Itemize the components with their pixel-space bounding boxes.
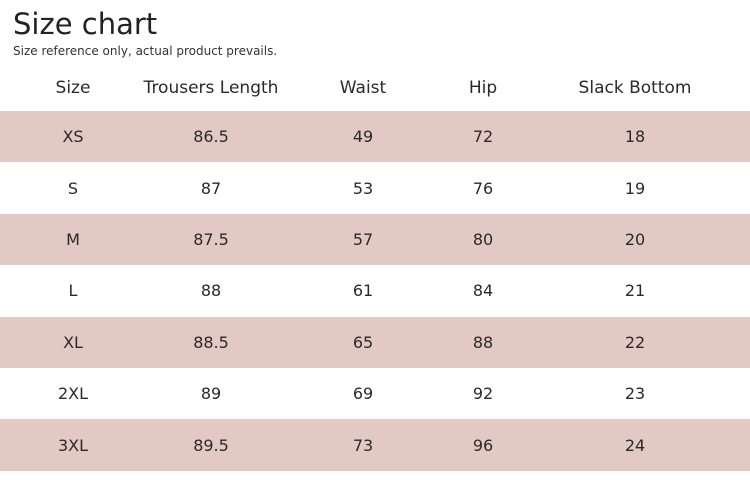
table-row: M 87.5 57 80 20: [0, 213, 750, 266]
size-cell: XS: [62, 127, 84, 147]
measure-cell: 87: [200, 178, 222, 198]
measure-cell: 18: [624, 127, 646, 147]
size-cell: S: [67, 178, 79, 198]
measure-cell: 57: [352, 229, 374, 249]
measure-cell: 80: [472, 229, 494, 249]
title: Size chart: [13, 7, 158, 41]
header-row: Size Trousers Length Waist Hip Slack Bottom: [0, 64, 750, 111]
measure-cell: 21: [624, 281, 646, 301]
size-cell: XL: [63, 332, 83, 352]
measure-cell: 24: [624, 435, 646, 455]
measure-cell: 22: [624, 332, 646, 352]
table-row: L 88 61 84 21: [0, 265, 750, 316]
size-cell: 2XL: [57, 384, 89, 404]
measure-cell: 72: [472, 127, 494, 147]
table-row: XL 88.5 65 88 22: [0, 316, 750, 368]
table-row: 3XL 89.5 73 96 24: [0, 419, 750, 471]
measure-cell: 61: [352, 281, 374, 301]
measure-cell: 65: [352, 332, 374, 352]
column-header: Waist: [339, 77, 387, 98]
measure-cell: 96: [472, 435, 494, 455]
measure-cell: 86.5: [193, 127, 229, 147]
measure-cell: 88: [472, 332, 494, 352]
column-header: Hip: [468, 77, 498, 98]
measure-cell: 53: [352, 178, 374, 198]
table-row: XS 86.5 49 72 18: [0, 111, 750, 163]
table-row: 2XL 89 69 92 23: [0, 368, 750, 419]
column-header: Slack Bottom: [578, 77, 692, 98]
size-cell: M: [66, 229, 80, 249]
measure-cell: 76: [472, 178, 494, 198]
size-cell: L: [68, 281, 78, 301]
measure-cell: 19: [624, 178, 646, 198]
column-header: Trousers Length: [143, 77, 279, 98]
measure-cell: 87.5: [193, 229, 229, 249]
measure-cell: 49: [352, 127, 374, 147]
table-row: S 87 53 76 19: [0, 162, 750, 213]
measure-cell: 69: [352, 384, 374, 404]
measure-cell: 20: [624, 229, 646, 249]
column-header: Size: [55, 77, 91, 98]
size-cell: 3XL: [57, 435, 89, 455]
measure-cell: 92: [472, 384, 494, 404]
measure-cell: 88: [200, 281, 222, 301]
measure-cell: 89: [200, 384, 222, 404]
size-table: Size Trousers Length Waist Hip Slack Bottom X…: [0, 64, 750, 471]
measure-cell: 23: [624, 384, 646, 404]
measure-cell: 84: [472, 281, 494, 301]
subtitle: Size reference only, actual product prev…: [13, 44, 278, 58]
measure-cell: 89.5: [193, 435, 229, 455]
measure-cell: 73: [352, 435, 374, 455]
measure-cell: 88.5: [193, 332, 229, 352]
